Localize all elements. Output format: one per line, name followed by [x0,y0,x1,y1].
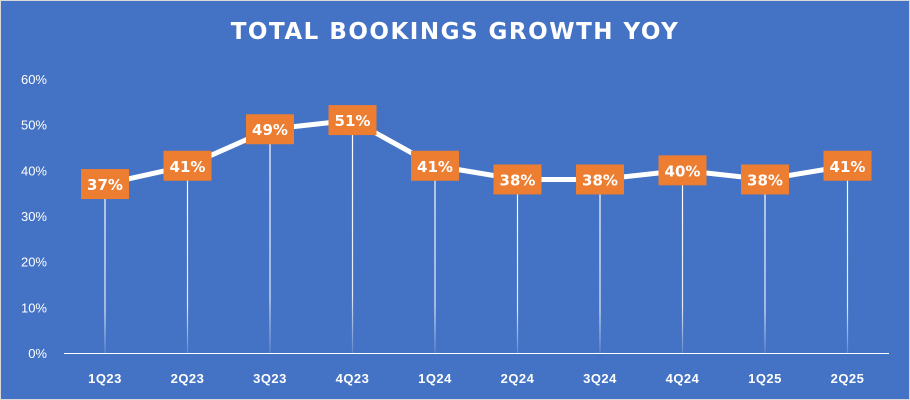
y-tick-label: 10% [21,300,47,315]
drop-line [764,179,766,353]
x-tick-label: 2Q23 [171,371,205,386]
drop-line [516,179,519,353]
x-tick-label: 4Q23 [336,371,370,386]
drop-line [681,170,684,353]
data-label: 38% [582,171,618,189]
data-label-box [741,164,789,195]
data-label: 51% [335,112,371,130]
drop-line [434,165,436,353]
data-label: 40% [665,162,701,180]
y-tick-label: 50% [21,118,47,133]
drop-line [351,120,354,353]
data-label-box [658,155,707,186]
y-tick-label: 20% [21,255,47,270]
data-label-box [163,150,212,181]
data-label: 41% [417,158,453,176]
data-label: 41% [830,158,866,176]
y-tick-label: 30% [21,209,47,224]
drop-line [269,129,271,353]
drop-line [599,179,601,353]
y-tick-label: 40% [21,163,47,178]
data-label-box [246,114,294,145]
data-label-box [823,150,872,181]
data-label: 37% [87,176,123,194]
x-tick-label: 1Q23 [88,371,122,386]
x-tick-label: 2Q25 [831,371,865,386]
x-tick-label: 3Q23 [253,371,287,386]
data-label: 41% [170,158,206,176]
data-label-box [493,164,542,195]
data-label: 49% [252,121,288,139]
y-tick-label: 60% [21,72,47,87]
data-label-box [411,150,459,181]
data-label-box [576,164,624,195]
x-tick-label: 2Q24 [501,371,535,386]
x-tick-label: 1Q25 [748,371,782,386]
data-label: 38% [500,171,536,189]
x-tick-label: 4Q24 [666,371,700,386]
data-label-box [328,105,377,136]
series-line [102,117,850,187]
drop-line [846,165,849,353]
drop-line [186,165,189,353]
chart-title: TOTAL BOOKINGS GROWTH YOY [230,19,680,45]
drop-line [104,184,106,353]
y-tick-label: 0% [28,346,47,361]
data-label: 38% [747,171,783,189]
data-label-box [81,169,129,200]
x-tick-label: 1Q24 [418,371,452,386]
x-tick-label: 3Q24 [583,371,617,386]
